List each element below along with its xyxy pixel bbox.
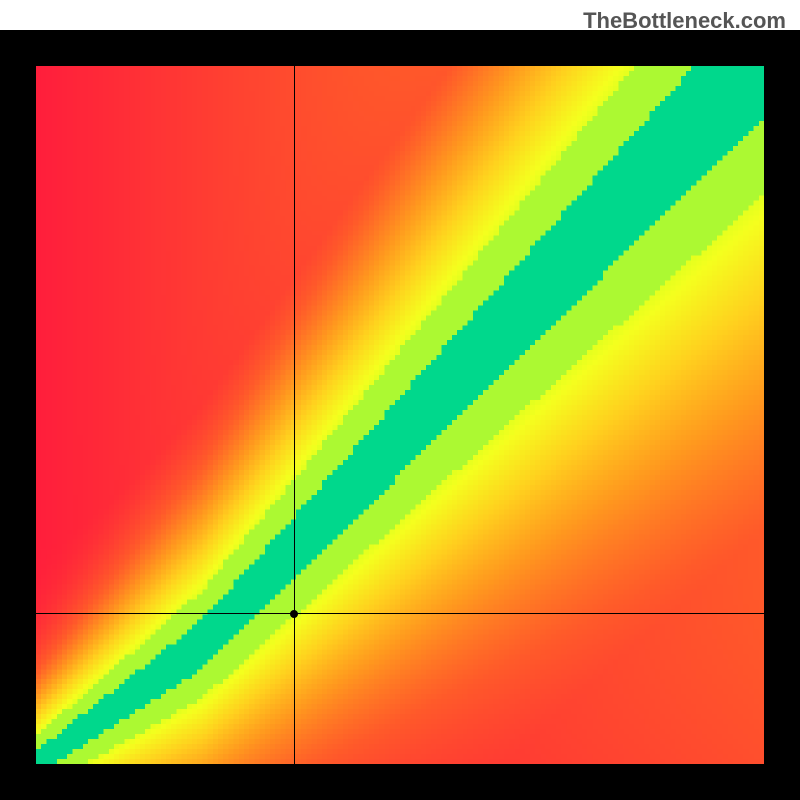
crosshair-vline [294, 66, 295, 764]
frame-bottom [0, 764, 800, 800]
heatmap-canvas [36, 66, 764, 764]
frame-top [0, 30, 800, 66]
frame-right [764, 30, 800, 800]
frame-left [0, 30, 36, 800]
watermark-text: TheBottleneck.com [583, 8, 786, 34]
crosshair-hline [36, 613, 764, 614]
chart-container: TheBottleneck.com [0, 0, 800, 800]
